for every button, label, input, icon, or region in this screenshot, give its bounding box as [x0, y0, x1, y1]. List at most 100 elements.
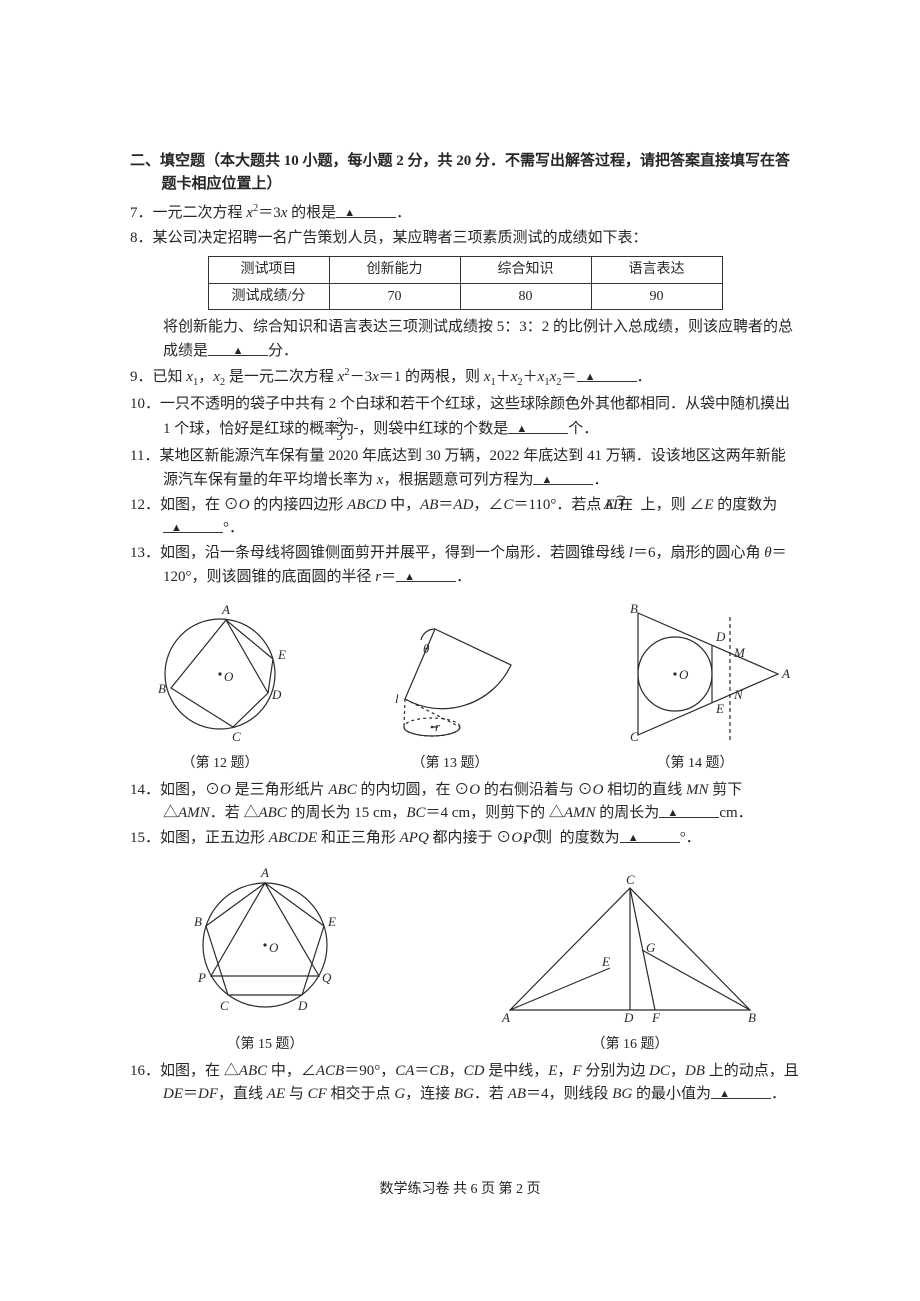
q8-th-0: 测试项目 — [208, 257, 329, 284]
question-11: 11．某地区新能源汽车保有量 2020 年底达到 30 万辆，2022 年底达到… — [130, 445, 800, 492]
q8-th-1: 创新能力 — [329, 257, 460, 284]
svg-text:E: E — [277, 647, 286, 662]
q15-num: 15． — [130, 830, 160, 846]
q16-d: ＝ — [414, 1063, 429, 1079]
q9-h: ＝ — [562, 369, 577, 385]
figure-row-2: A B C D E P Q O （第 15 题） — [140, 860, 790, 1056]
q9-f: ＋ — [496, 369, 511, 385]
q14-e: 相切的直线 — [603, 782, 686, 798]
svg-text:O: O — [679, 667, 689, 682]
q12-j: °． — [223, 520, 244, 536]
svg-text:C: C — [220, 998, 229, 1013]
q12-a: 如图，在 ⊙ — [160, 497, 239, 513]
question-8: 8．某公司决定招聘一名广告策划人员，某应聘者三项素质测试的成绩如下表： — [130, 227, 800, 250]
q16-h: 分别为边 — [582, 1063, 650, 1079]
q12-b: 的内接四边形 — [250, 497, 348, 513]
q11-c: ． — [593, 472, 608, 488]
q12-arc-text: AD — [604, 497, 624, 513]
figure-14: B C A O D E M N （第 14 题） — [600, 599, 790, 775]
fig12-svg: A B C D E O — [140, 599, 300, 749]
q15-blank — [620, 827, 680, 843]
svg-text:D: D — [623, 1010, 634, 1025]
question-9: 9．已知 x1，x2 是一元二次方程 x2－3x＝1 的两根，则 x1＋x2＋x… — [130, 365, 800, 391]
question-15: 15．如图，正五边形 ABCDE 和正三角形 APQ 都内接于 ⊙O，则 PC … — [130, 827, 800, 850]
q12-d: ＝ — [438, 497, 453, 513]
q16-blank — [711, 1083, 771, 1099]
svg-text:E: E — [327, 914, 336, 929]
question-7: 7．一元二次方程 x2＝3x 的根是． — [130, 201, 800, 225]
svg-text:θ: θ — [423, 641, 430, 656]
fig15-caption: （第 15 题） — [170, 1034, 360, 1056]
q13-blank — [396, 566, 456, 582]
q8-blank — [208, 340, 268, 356]
q16-r: 的最小值为 — [632, 1086, 711, 1102]
figure-16: A B C D F E G （第 16 题） — [490, 870, 770, 1056]
q15-f: °． — [680, 830, 701, 846]
fig14-caption: （第 14 题） — [600, 753, 790, 775]
q8-th-2: 综合知识 — [460, 257, 591, 284]
q16-f: 是中线， — [484, 1063, 548, 1079]
q13-b: ＝6，扇形的圆心角 — [633, 545, 764, 561]
figure-row-1: A B C D E O （第 12 题） — [140, 599, 790, 775]
question-12: 12．如图，在 ⊙O 的内接四边形 ABCD 中，AB＝AD，∠C＝110°．若… — [130, 494, 800, 541]
table-row: 测试成绩/分 70 80 90 — [208, 283, 722, 310]
q10-blank — [508, 418, 568, 434]
q16-k: ＝ — [183, 1086, 198, 1102]
fig13-caption: （第 13 题） — [365, 753, 535, 775]
svg-text:G: G — [646, 940, 656, 955]
q16-i: ， — [670, 1063, 685, 1079]
q7-text-b: ＝3 — [258, 205, 281, 221]
svg-text:O: O — [224, 669, 234, 684]
q7-text-d: ． — [396, 205, 411, 221]
svg-text:Q: Q — [322, 970, 332, 985]
q16-o: ，连接 — [405, 1086, 454, 1102]
q7-blank — [336, 202, 396, 218]
q12-num: 12． — [130, 497, 160, 513]
q16-e: ， — [449, 1063, 464, 1079]
q16-p: ．若 — [474, 1086, 508, 1102]
q14-c: 的内切圆，在 ⊙ — [357, 782, 470, 798]
q8-num: 8． — [130, 230, 153, 246]
svg-text:l: l — [395, 691, 399, 706]
q9-b: ， — [198, 369, 213, 385]
q9-i: ． — [637, 369, 652, 385]
q16-l: ，直线 — [218, 1086, 267, 1102]
q16-m: 与 — [285, 1086, 308, 1102]
svg-text:E: E — [601, 954, 610, 969]
q15-c: 都内接于 ⊙ — [429, 830, 512, 846]
q16-n: 相交于点 — [327, 1086, 395, 1102]
svg-text:C: C — [630, 729, 639, 744]
q11-blank — [533, 469, 593, 485]
fig15-svg: A B C D E P Q O — [170, 860, 360, 1030]
table-row: 测试项目 创新能力 综合知识 语言表达 — [208, 257, 722, 284]
q12-e: ，∠ — [473, 497, 503, 513]
q13-e: ． — [456, 569, 471, 585]
fig16-svg: A B C D F E G — [490, 870, 770, 1030]
q8-table: 测试项目 创新能力 综合知识 语言表达 测试成绩/分 70 80 90 — [208, 256, 723, 310]
svg-text:E: E — [715, 701, 724, 716]
q7-var-x2: x — [246, 205, 253, 221]
q16-c: ＝90°， — [344, 1063, 395, 1079]
q15-a: 如图，正五边形 — [160, 830, 269, 846]
q11-b: ，根据题意可列方程为 — [383, 472, 533, 488]
q13-num: 13． — [130, 545, 160, 561]
q10-frac-n: 2 — [354, 415, 358, 429]
fig13-svg: θ l r — [365, 599, 535, 749]
q9-blank — [577, 366, 637, 382]
q8-th-3: 语言表达 — [591, 257, 722, 284]
q12-f: ＝110°．若点 — [513, 497, 605, 513]
question-13: 13．如图，沿一条母线将圆锥侧面剪开并展平，得到一个扇形．若圆锥母线 l＝6，扇… — [130, 542, 800, 589]
q14-i: ＝4 cm，则剪下的 △ — [426, 805, 564, 821]
q14-k: cm． — [719, 805, 752, 821]
svg-text:O: O — [269, 940, 279, 955]
svg-text:r: r — [435, 719, 441, 734]
q16-num: 16． — [130, 1063, 160, 1079]
q14-h: 的周长为 15 cm， — [287, 805, 407, 821]
q15-e: 的度数为 — [556, 830, 620, 846]
fig12-caption: （第 12 题） — [140, 753, 300, 775]
figure-12: A B C D E O （第 12 题） — [140, 599, 300, 775]
q9-a: 已知 — [153, 369, 187, 385]
svg-text:A: A — [260, 865, 269, 880]
q14-b: 是三角形纸片 — [231, 782, 329, 798]
q7-num: 7． — [130, 205, 153, 221]
